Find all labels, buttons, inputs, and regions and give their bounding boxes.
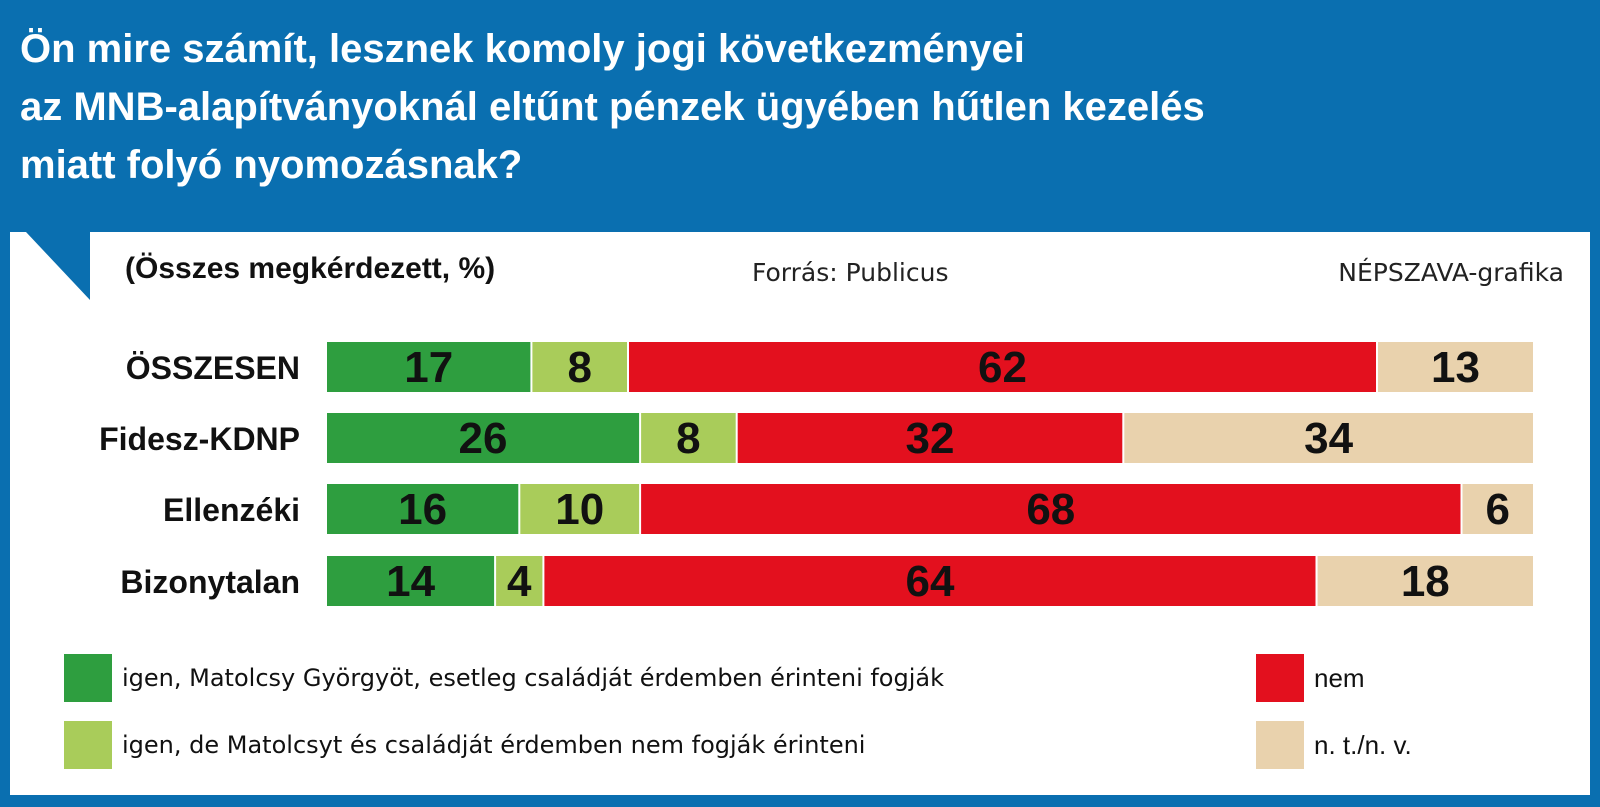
- bar-ellenzeki-no: [641, 484, 1461, 534]
- value-label-fidesz-kdnp-yes-affected: 26: [459, 414, 508, 463]
- value-label-osszesen-yes-affected: 17: [404, 343, 453, 392]
- speech-pointer-icon: [26, 232, 90, 300]
- chart-title: Ön mire számít, lesznek komoly jogi köve…: [20, 20, 1580, 194]
- value-label-fidesz-kdnp-dont-know: 34: [1304, 414, 1353, 463]
- legend-item-yes-not-affected: igen, de Matolcsyt és családját érdemben…: [64, 721, 865, 769]
- legend-swatch-yes-affected: [64, 654, 112, 702]
- legend-item-no: nem: [1256, 654, 1365, 702]
- value-label-ellenzeki-yes-not-affected: 10: [555, 485, 604, 534]
- legend-label-no: nem: [1314, 662, 1365, 693]
- value-label-bizonytalan-no: 64: [906, 557, 955, 606]
- value-label-ellenzeki-yes-affected: 16: [398, 485, 447, 534]
- source-note: Forrás: Publicus: [752, 258, 949, 287]
- bar-bizonytalan-dont-know: [1317, 556, 1533, 606]
- graphic-credit: NÉPSZAVA-grafika: [1338, 258, 1564, 287]
- bar-fidesz-kdnp-yes-not-affected: [641, 413, 736, 463]
- legend-swatch-no: [1256, 654, 1304, 702]
- value-label-fidesz-kdnp-yes-not-affected: 8: [676, 414, 700, 463]
- value-label-osszesen-no: 62: [978, 343, 1027, 392]
- bar-bizonytalan-yes-affected: [327, 556, 495, 606]
- bar-ellenzeki-yes-affected: [327, 484, 519, 534]
- bar-osszesen-yes-not-affected: [532, 342, 627, 392]
- value-label-osszesen-dont-know: 13: [1431, 343, 1480, 392]
- legend-label-dont-know: n. t./n. v.: [1314, 729, 1412, 760]
- legend-label-yes-not-affected: igen, de Matolcsyt és családját érdemben…: [122, 731, 866, 759]
- bar-bizonytalan-no: [544, 556, 1316, 606]
- value-label-ellenzeki-dont-know: 6: [1486, 485, 1510, 534]
- bar-bizonytalan-yes-not-affected: [496, 556, 543, 606]
- category-label-osszesen: ÖSSZESEN: [126, 350, 300, 386]
- bar-osszesen-dont-know: [1378, 342, 1533, 392]
- legend-swatch-dont-know: [1256, 721, 1304, 769]
- value-label-bizonytalan-yes-affected: 14: [386, 557, 435, 606]
- category-label-ellenzeki: Ellenzéki: [163, 492, 300, 528]
- chart-title-line-2: az MNB-alapítványoknál eltűnt pénzek ügy…: [20, 85, 1205, 129]
- value-label-bizonytalan-yes-not-affected: 4: [507, 557, 532, 606]
- category-label-fidesz-kdnp: Fidesz-KDNP: [99, 421, 300, 457]
- legend-item-dont-know: n. t./n. v.: [1256, 721, 1412, 769]
- bar-osszesen-no: [629, 342, 1376, 392]
- title-band: Ön mire számít, lesznek komoly jogi köve…: [0, 0, 1600, 232]
- bar-ellenzeki-yes-not-affected: [520, 484, 640, 534]
- value-label-fidesz-kdnp-no: 32: [906, 414, 955, 463]
- chart-title-line-1: Ön mire számít, lesznek komoly jogi köve…: [20, 27, 1025, 71]
- legend-swatch-yes-not-affected: [64, 721, 112, 769]
- value-label-ellenzeki-no: 68: [1026, 485, 1075, 534]
- chart-subtitle: (Összes megkérdezett, %): [125, 252, 496, 285]
- bar-fidesz-kdnp-no: [737, 413, 1123, 463]
- legend-item-yes-affected: igen, Matolcsy Györgyöt, esetleg családj…: [64, 654, 944, 702]
- legend-label-yes-affected: igen, Matolcsy Györgyöt, esetleg családj…: [122, 664, 944, 692]
- bar-ellenzeki-dont-know: [1462, 484, 1533, 534]
- bar-fidesz-kdnp-dont-know: [1124, 413, 1533, 463]
- bar-fidesz-kdnp-yes-affected: [327, 413, 640, 463]
- chart-title-line-3: miatt folyó nyomozásnak?: [20, 143, 523, 187]
- bar-osszesen-yes-affected: [327, 342, 531, 392]
- category-label-bizonytalan: Bizonytalan: [120, 564, 300, 600]
- value-label-osszesen-yes-not-affected: 8: [567, 343, 591, 392]
- value-label-bizonytalan-dont-know: 18: [1401, 557, 1450, 606]
